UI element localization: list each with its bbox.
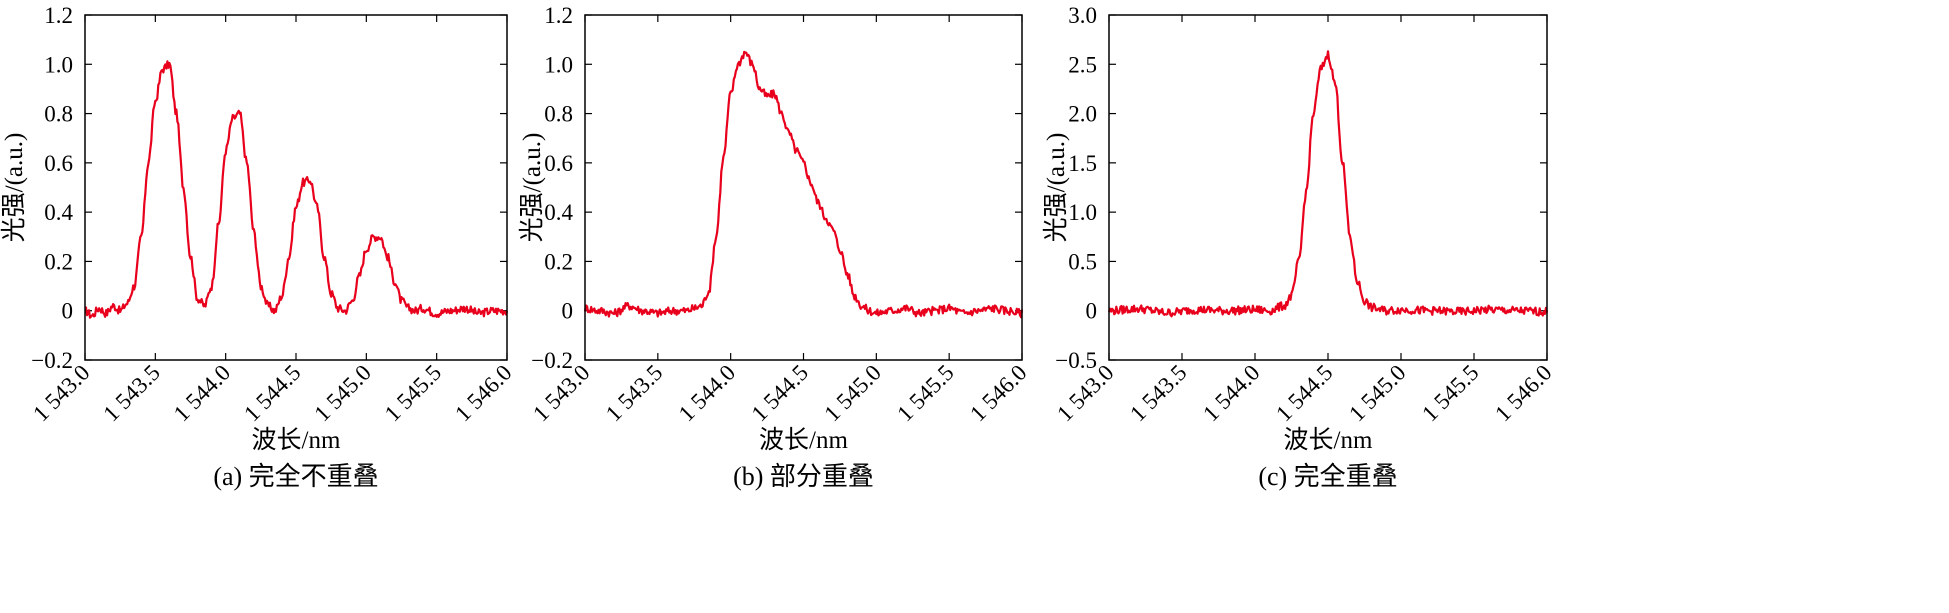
panel-c-ylabel: 光强/(a.u.) bbox=[1042, 133, 1070, 243]
panel-c-ytick-label: 2.5 bbox=[1068, 52, 1097, 77]
panel-b-ytick-label: 0.4 bbox=[544, 200, 573, 225]
panel-b-xlabel: 波长/nm bbox=[759, 426, 848, 454]
panel-b-xtick-label: 1 544.5 bbox=[747, 360, 813, 426]
panel-a-ytick-label: 0 bbox=[62, 299, 74, 324]
panel-a-xtick-label: 1 546.0 bbox=[450, 360, 516, 426]
panel-a-ytick-label: −0.2 bbox=[31, 348, 73, 373]
panel-c-ytick-label: 1.5 bbox=[1068, 151, 1097, 176]
panel-c-ytick-label: −0.5 bbox=[1055, 348, 1097, 373]
panel-b-ytick-label: −0.2 bbox=[531, 348, 573, 373]
panel-c-ytick-label: 3.0 bbox=[1068, 3, 1097, 28]
panel-a-caption: (a) 完全不重叠 bbox=[213, 462, 378, 491]
panel-b-series-line bbox=[583, 50, 1024, 319]
panel-a-ytick-label: 1.2 bbox=[44, 3, 73, 28]
panel-a-series-line bbox=[84, 60, 509, 319]
panel-b-frame bbox=[584, 14, 1023, 361]
panel-b-xtick-label: 1 546.0 bbox=[965, 360, 1031, 426]
panel-a-xlabel: 波长/nm bbox=[252, 426, 341, 454]
panel-a-ytick-label: 0.8 bbox=[44, 102, 73, 127]
panel-b-caption: (b) 部分重叠 bbox=[733, 462, 874, 491]
panel-c-xtick-label: 1 545.5 bbox=[1417, 360, 1483, 426]
panel-a-xtick-label: 1 545.5 bbox=[380, 360, 446, 426]
panel-b-ytick-label: 1.2 bbox=[544, 3, 573, 28]
panel-c-xtick-label: 1 546.0 bbox=[1490, 360, 1556, 426]
panel-b-ytick-label: 0.2 bbox=[544, 249, 573, 274]
panel-c-xtick-label: 1 544.5 bbox=[1271, 360, 1337, 426]
panel-b-xtick-label: 1 544.0 bbox=[674, 360, 740, 426]
panel-c-xtick-label: 1 544.0 bbox=[1198, 360, 1264, 426]
panel-a-xtick-label: 1 544.0 bbox=[169, 360, 235, 426]
panel-b-xtick-label: 1 543.5 bbox=[601, 360, 667, 426]
panel-a-ytick-label: 0.6 bbox=[44, 151, 73, 176]
panel-c-ytick-label: 2.0 bbox=[1068, 102, 1097, 127]
panel-c-ytick-label: 0 bbox=[1086, 299, 1098, 324]
panel-b-ytick-label: 1.0 bbox=[544, 52, 573, 77]
panel-c-xlabel: 波长/nm bbox=[1284, 426, 1373, 454]
panel-c-ytick-label: 0.5 bbox=[1068, 249, 1097, 274]
panel-a-ytick-label: 0.2 bbox=[44, 249, 73, 274]
panel-b-xtick-label: 1 545.0 bbox=[819, 360, 885, 426]
panel-a-xtick-label: 1 544.5 bbox=[239, 360, 305, 426]
panel-a-ytick-label: 1.0 bbox=[44, 52, 73, 77]
panel-c-series-line bbox=[1107, 50, 1549, 318]
panel-a-xtick-label: 1 545.0 bbox=[309, 360, 375, 426]
panel-b-xtick-label: 1 545.5 bbox=[892, 360, 958, 426]
panel-a-ytick-label: 0.4 bbox=[44, 200, 73, 225]
panel-a-xtick-label: 1 543.5 bbox=[98, 360, 164, 426]
panel-b-ylabel: 光强/(a.u.) bbox=[518, 133, 546, 243]
panel-b-ytick-label: 0.8 bbox=[544, 102, 573, 127]
panel-a-ylabel: 光强/(a.u.) bbox=[0, 133, 28, 243]
panel-b-ytick-label: 0 bbox=[562, 299, 574, 324]
panel-c-ytick-label: 1.0 bbox=[1068, 200, 1097, 225]
panel-c-xtick-label: 1 545.0 bbox=[1344, 360, 1410, 426]
panel-c-xtick-label: 1 543.5 bbox=[1125, 360, 1191, 426]
panel-c-frame bbox=[1108, 14, 1548, 361]
panel-a-frame bbox=[84, 14, 508, 361]
panel-b-ytick-label: 0.6 bbox=[544, 151, 573, 176]
panel-c-caption: (c) 完全重叠 bbox=[1258, 462, 1397, 491]
